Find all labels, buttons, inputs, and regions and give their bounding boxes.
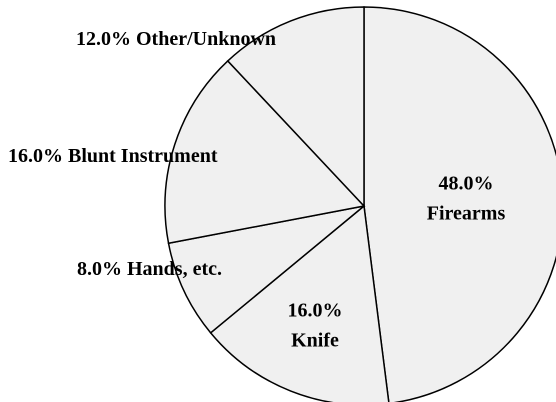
slice-label: Other/Unknown [136,28,276,50]
pie-slice [363,6,556,402]
slice-label-group: 8.0% Hands, etc. [77,258,222,280]
slice-label: Firearms [427,203,506,225]
slice-value-label: 48.0% [439,173,494,195]
slice-value-label: 16.0% [288,300,343,322]
slice-value-label: 12.0% [76,28,131,50]
pie-slice [164,59,366,245]
slice-value-label: 16.0% [8,145,63,167]
slice-value-label: 8.0% [77,258,122,280]
slice-label-group: 12.0% Other/Unknown [76,28,276,50]
pie-slice [226,6,365,208]
slice-label: Blunt Instrument [68,145,218,167]
pie-slice [167,205,365,334]
slice-label: Hands, etc. [127,258,222,280]
slice-label-group: 16.0% Blunt Instrument [8,145,218,167]
pie-slice [209,204,390,402]
slice-label: Knife [291,330,339,352]
